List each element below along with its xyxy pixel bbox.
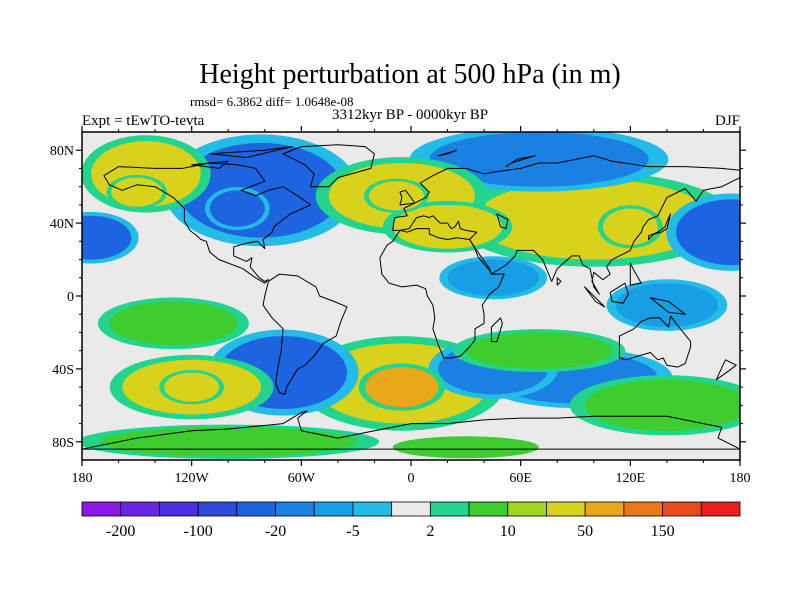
coastline [379,228,505,359]
field-contour [392,436,539,459]
field-contour-core [381,376,422,399]
field-contour [100,427,357,457]
coastline [649,297,686,315]
coastline [715,359,737,381]
axis-ticks: 80N 40N 0 40S 80S 180 120W 60W 0 60E 120E 180 [50,126,751,486]
experiment-label: Expt = tEwTO-tevta [82,113,205,129]
lat-tick-label: 80S [52,436,74,451]
colorbar-swatch [275,501,315,517]
colorbar-swatch [313,501,354,517]
height-field [82,132,740,459]
coastline [282,144,375,188]
figure-title: Height perturbation at 500 hPa (in m) [199,59,620,90]
lat-tick-label: 40S [52,363,74,378]
period-label: 3312kyr BP - 0000kyr BP [332,107,488,123]
colorbar-swatch [236,501,276,517]
coastline [82,410,740,450]
lon-tick-label: 120W [175,471,210,486]
colorbar-swatch [623,501,663,517]
colorbar-label: -200 [106,523,135,540]
colorbar-label: -5 [346,523,359,540]
field-contour-core [82,225,114,250]
field-contour [429,132,649,187]
colorbar: -200 -100 -20 -5 2 10 50 150 [81,501,741,540]
colorbar-swatch [197,501,238,517]
coastline [392,155,740,295]
coastline [629,262,642,286]
lon-tick-label: 180 [72,471,93,486]
coastline [490,317,503,343]
colorbar-swatch [507,501,547,517]
field-contour [465,332,613,369]
coastline [618,315,692,368]
field-contour-core [222,198,253,219]
field-contour-core [176,379,207,396]
coastline [505,155,536,168]
colorbar-swatch [546,501,586,517]
season-label: DJF [715,113,740,129]
coastline [209,146,293,158]
lon-tick-label: 180 [730,471,751,486]
lon-tick-label: 0 [408,471,415,486]
colorbar-label: 50 [577,523,593,540]
lon-tick-label: 120E [616,471,646,486]
coastlines [82,144,740,450]
colorbar-swatch [429,501,470,517]
field-contour [447,259,539,296]
field-contour-core [615,216,646,237]
field-contour [109,301,238,346]
field-contour-core [381,187,412,204]
map-panel: 80N 40N 0 40S 80S 180 120W 60W 0 60E 120E 180 [50,126,751,486]
coastline [556,277,562,286]
coastline [399,189,416,206]
lat-tick-label: 80N [50,144,74,159]
stats-label: rmsd= 6.3862 diff= 1.0648e-08 [190,94,354,109]
coastline [437,149,458,157]
colorbar-swatch [81,501,122,517]
field-contour [584,379,740,431]
colorbar-swatch [391,501,431,517]
colorbar-swatch [120,501,160,517]
lat-tick-label: 40N [50,217,74,232]
coastline [584,286,606,308]
field-contour [615,283,719,327]
coastline [262,273,348,395]
colorbar-label: -20 [265,523,286,540]
colorbar-label: 150 [651,523,675,540]
coastline [648,213,671,240]
coastline [191,160,229,169]
coastline [609,282,629,304]
colorbar-swatch [352,501,393,517]
field-contour-core [122,184,151,201]
colorbar-swatch [159,501,199,517]
lon-tick-label: 60E [509,471,532,486]
lon-tick-label: 60W [288,471,316,486]
coastline [496,213,509,230]
field-contour-core [417,214,478,239]
colorbar-label: 2 [426,523,434,540]
colorbar-swatch [468,501,509,517]
colorbar-label: -100 [183,523,212,540]
field-contour-core [700,214,740,251]
colorbar-swatch [700,501,741,517]
colorbar-label: 10 [500,523,516,540]
lat-tick-label: 0 [67,290,74,305]
coastline [103,162,311,284]
colorbar-swatch [662,501,702,517]
colorbar-swatch [584,501,625,517]
